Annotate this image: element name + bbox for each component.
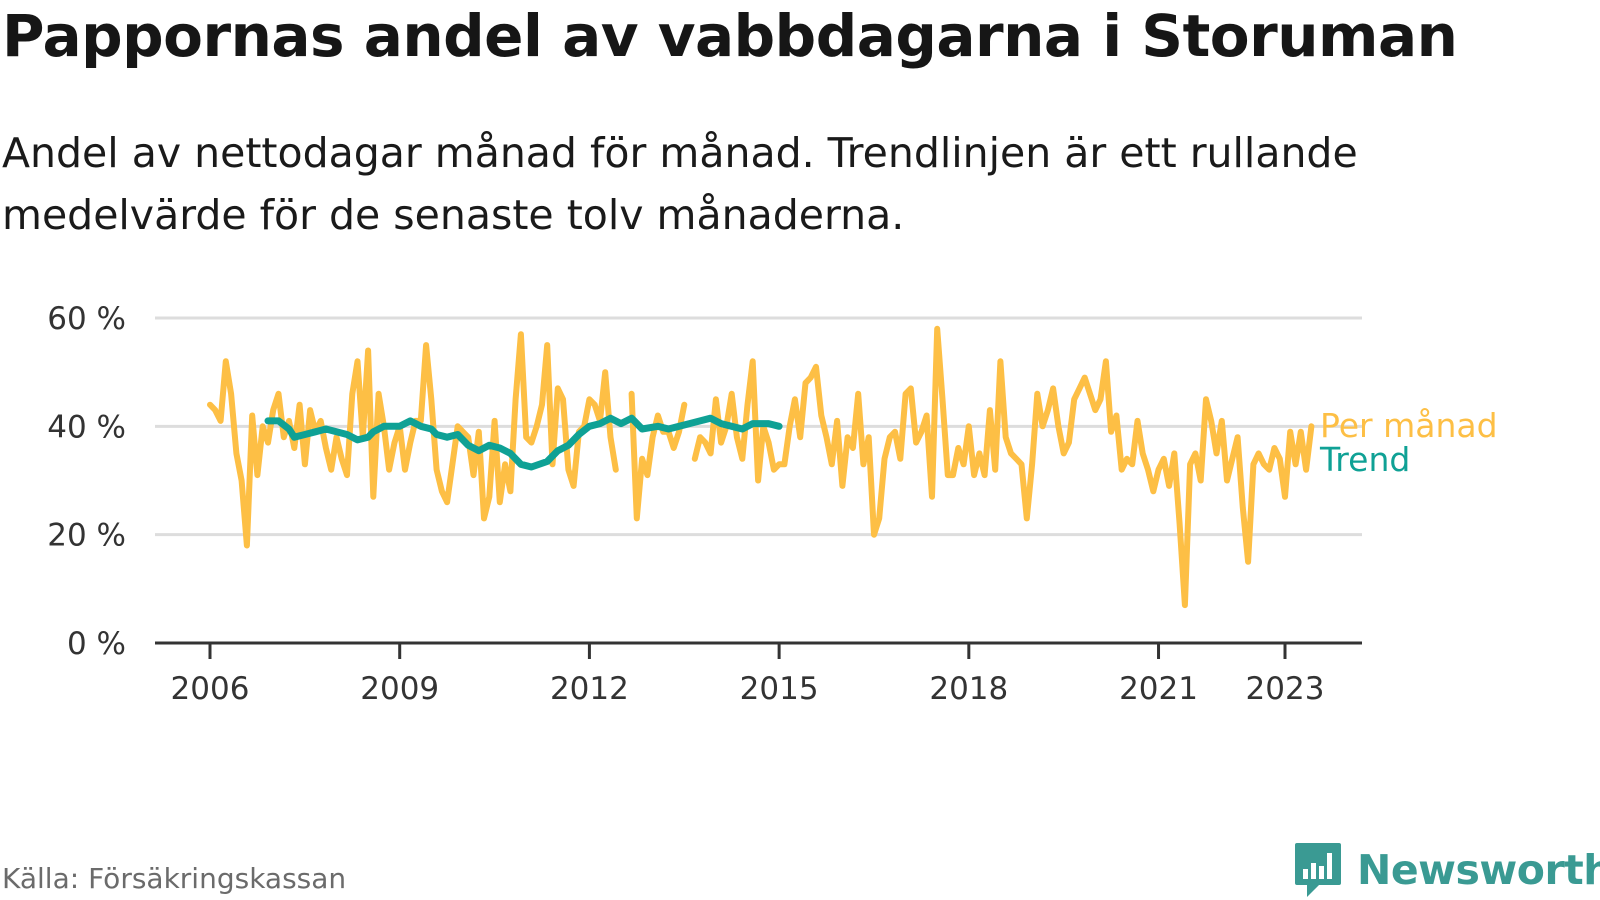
line-chart: 0 % 20 % 40 % 60 % 2006 2009 2012 2015 2018 2021… <box>47 301 1498 707</box>
x-tick-label: 2015 <box>740 671 819 707</box>
y-tick-label: 0 % <box>67 626 126 662</box>
chart-subtitle: Andel av nettodagar månad för månad. Tre… <box>2 129 1358 239</box>
brand-logo: Newsworthy <box>1293 840 1600 900</box>
x-tick-label: 2009 <box>360 671 439 707</box>
y-tick-label: 40 % <box>47 409 126 445</box>
source-note: Källa: Försäkringskassan <box>2 862 347 895</box>
legend-label-per-manad: Per månad <box>1320 406 1498 445</box>
series-line-trend <box>264 414 783 471</box>
brand-name: Newsworthy <box>1357 846 1600 894</box>
series-line-per-manad <box>207 331 619 549</box>
series-lines <box>207 325 1315 609</box>
y-axis: 0 % 20 % 40 % 60 % <box>47 301 126 662</box>
x-tick-label: 2006 <box>171 671 250 707</box>
x-tick-label: 2012 <box>550 671 629 707</box>
x-tick-label: 2021 <box>1119 671 1198 707</box>
chart-title: Pappornas andel av vabbdagarna i Storuma… <box>2 2 1458 70</box>
series-line-per-manad <box>691 325 1315 609</box>
y-tick-label: 20 % <box>47 518 126 554</box>
x-tick-label: 2023 <box>1246 671 1325 707</box>
legend-label-trend: Trend <box>1319 440 1410 479</box>
x-axis: 2006 2009 2012 2015 2018 2021 2023 <box>171 643 1325 707</box>
x-tick-label: 2018 <box>929 671 1008 707</box>
y-tick-label: 60 % <box>47 301 126 337</box>
series-line-per-manad <box>628 390 688 522</box>
newsworthy-logo-icon <box>1295 843 1341 897</box>
